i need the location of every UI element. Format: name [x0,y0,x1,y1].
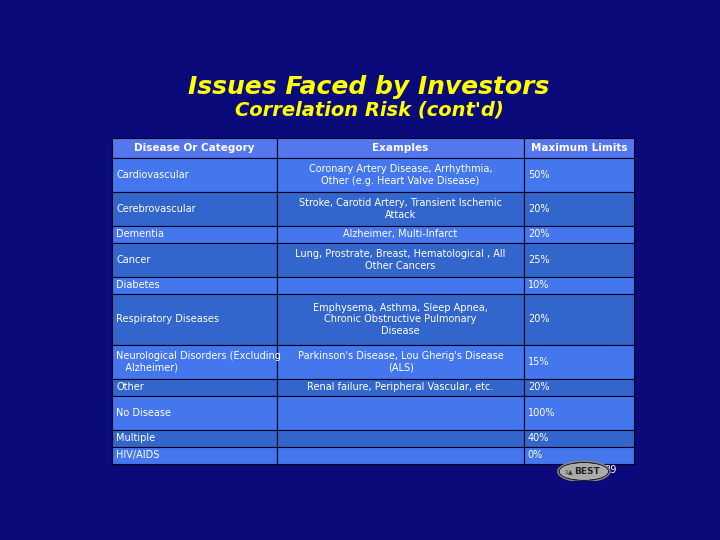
Text: Issues Faced by Investors: Issues Faced by Investors [189,75,549,99]
Bar [276,226,524,243]
Text: 100%: 100% [528,408,555,418]
Text: Cerebrovascular: Cerebrovascular [116,204,196,214]
Text: Cancer: Cancer [116,255,150,265]
Bar [524,396,634,430]
Bar [276,345,524,379]
Text: Cardiovascular: Cardiovascular [116,170,189,180]
Text: Emphysema, Asthma, Sleep Apnea,
Chronic Obstructive Pulmonary
Disease: Emphysema, Asthma, Sleep Apnea, Chronic … [313,303,488,336]
Bar [276,158,524,192]
Bar [112,138,276,158]
Bar [276,379,524,396]
Text: Alzheimer, Multi-Infarct: Alzheimer, Multi-Infarct [343,230,458,239]
Text: 10%: 10% [528,280,549,291]
Bar [524,379,634,396]
Text: Examples: Examples [372,143,428,153]
Bar [524,430,634,447]
Bar [112,294,276,345]
Bar [112,430,276,447]
Text: No Disease: No Disease [116,408,171,418]
Bar [276,294,524,345]
Text: Other: Other [116,382,144,393]
Text: 0%: 0% [528,450,543,461]
Text: 25%: 25% [528,255,549,265]
Text: 20%: 20% [528,230,549,239]
Bar [276,430,524,447]
Text: HIV/AIDS: HIV/AIDS [116,450,160,461]
Bar [524,138,634,158]
Bar [524,294,634,345]
Text: Stroke, Carotid Artery, Transient Ischemic
Attack: Stroke, Carotid Artery, Transient Ischem… [299,198,502,220]
Text: Correlation Risk (cont'd): Correlation Risk (cont'd) [235,100,503,119]
Bar [276,138,524,158]
Bar [524,158,634,192]
Bar [276,192,524,226]
Text: Disease Or Category: Disease Or Category [134,143,255,153]
Ellipse shape [560,463,608,480]
Text: Diabetes: Diabetes [116,280,160,291]
Bar [112,345,276,379]
Text: Parkinson's Disease, Lou Gherig's Disease
(ALS): Parkinson's Disease, Lou Gherig's Diseas… [297,351,503,373]
Text: 20%: 20% [528,204,549,214]
Text: Coronary Artery Disease, Arrhythmia,
Other (e.g. Heart Valve Disease): Coronary Artery Disease, Arrhythmia, Oth… [309,164,492,186]
Text: 20%: 20% [528,382,549,393]
Text: 15%: 15% [528,357,549,367]
Text: Lung, Prostrate, Breast, Hematological , All
Other Cancers: Lung, Prostrate, Breast, Hematological ,… [295,249,505,271]
Bar [112,379,276,396]
Bar [112,192,276,226]
Bar [112,277,276,294]
Text: Renal failure, Peripheral Vascular, etc.: Renal failure, Peripheral Vascular, etc. [307,382,494,393]
Bar [524,226,634,243]
Bar [112,396,276,430]
Text: 29: 29 [605,465,617,475]
Text: Respiratory Diseases: Respiratory Diseases [116,314,219,325]
Text: 50%: 50% [528,170,549,180]
Bar [112,447,276,464]
Bar [276,447,524,464]
Bar [524,192,634,226]
Bar [524,277,634,294]
Text: Dementia: Dementia [116,230,164,239]
Text: Maximum Limits: Maximum Limits [531,143,628,153]
Bar [524,345,634,379]
Bar [276,396,524,430]
Text: 40%: 40% [528,434,549,443]
Bar [276,277,524,294]
Bar [112,243,276,277]
Bar [524,243,634,277]
Text: 1▲: 1▲ [564,469,572,474]
Bar [112,158,276,192]
Text: 20%: 20% [528,314,549,325]
Text: Multiple: Multiple [116,434,156,443]
Bar [276,243,524,277]
Text: Neurological Disorders (Excluding
   Alzheimer): Neurological Disorders (Excluding Alzhei… [116,351,281,373]
Ellipse shape [558,461,610,482]
Text: BEST: BEST [574,467,600,476]
Bar [524,447,634,464]
Bar [112,226,276,243]
